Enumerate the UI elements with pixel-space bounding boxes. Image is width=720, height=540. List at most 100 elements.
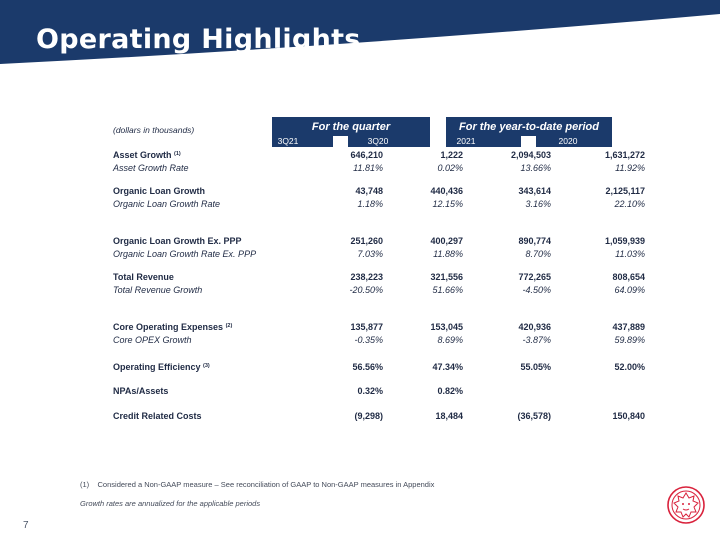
row-label-text: Total Revenue Growth [113,285,203,295]
table-row: Organic Loan Growth Ex. PPP 251,260 400,29… [113,236,645,249]
table-row: NPAs/Assets 0.32% 0.82% [113,386,613,399]
table-cell: 52.00% [614,362,645,372]
units-note: (dollars in thousands) [113,125,195,135]
row-label: Operating Efficiency (3) [113,362,210,372]
table-cell: 1,059,939 [604,236,645,246]
table-cell: 150,840 [612,411,645,421]
table-cell: 11.88% [433,249,463,259]
table-cell: 59.89% [614,335,645,345]
table-cell: 0.32% [357,386,383,396]
table-cell: 7.03% [357,249,383,259]
row-label: Total Revenue Growth [113,285,202,295]
table-cell: 646,210 [350,150,383,160]
table-cell: -3.87% [522,335,551,345]
table-cell: 3.16% [525,199,551,209]
footnote-marker: (1) [80,480,90,489]
table-cell: 11.92% [615,163,645,173]
table-cell: (9,298) [354,411,383,421]
row-label: Organic Loan Growth Rate Ex. PPP [113,249,256,259]
table-cell: 440,436 [430,186,463,196]
table-row: Organic Loan Growth Rate 1.18% 12.15% 3.16%… [113,199,645,212]
table-cell: 808,654 [612,272,645,282]
group-label-ytd: For the year-to-date period [459,121,599,133]
table-cell: 51.66% [432,285,463,295]
table-cell: 56.56% [352,362,383,372]
table-cell: 55.05% [520,362,551,372]
row-label: Credit Related Costs [113,411,202,421]
table-cell: 22.10% [614,199,645,209]
table-row: Organic Loan Growth Rate Ex. PPP 7.03% 11.… [113,249,645,262]
table-cell: 11.03% [615,249,645,259]
row-label: Organic Loan Growth Rate [113,199,220,209]
table-cell: 18,484 [435,411,463,421]
table-cell: 135,877 [350,322,383,332]
table-cell: 8.70% [525,249,551,259]
column-gap [333,136,348,147]
row-label-text: Credit Related Costs [113,411,202,421]
table-cell: 64.09% [614,285,645,295]
table-cell: 1.18% [357,199,383,209]
row-label-text: Asset Growth [113,150,172,160]
group-label-quarter: For the quarter [311,121,391,133]
row-label: Asset Growth (1) [113,150,181,160]
table-row: Operating Efficiency (3) 56.56% 47.34% 55.0… [113,362,645,375]
table-row: Asset Growth (1) 646,210 1,222 2,094,503 1,6… [113,150,645,163]
table-cell: 2,094,503 [510,150,551,160]
table-cell: 1,222 [440,150,463,160]
row-label: Asset Growth Rate [113,163,189,173]
row-label: Total Revenue [113,272,174,282]
column-gap [521,136,536,147]
table-cell: 238,223 [350,272,383,282]
row-label: NPAs/Assets [113,386,168,396]
table-cell: -4.50% [522,285,551,295]
footnote-ref: (3) [203,363,210,369]
table-cell: 0.02% [437,163,463,173]
table-cell: 12.15% [432,199,463,209]
lion-logo-icon [667,486,705,524]
table-cell: 437,889 [612,322,645,332]
col-header-2021: 2021 [456,136,476,146]
page-title: Operating Highlights [36,24,361,55]
table-cell: 420,936 [518,322,551,332]
row-label-text: Organic Loan Growth Rate Ex. PPP [113,249,257,259]
table-cell: 772,265 [518,272,551,282]
table-cell: 43,748 [355,186,383,196]
page-number: 7 [23,520,29,531]
table-cell: 251,260 [350,236,383,246]
row-label: Core OPEX Growth [113,335,192,345]
row-label-text: Organic Loan Growth Rate [113,199,221,209]
table-cell: 343,614 [518,186,551,196]
table-cell: 13.66% [520,163,551,173]
row-label-text: Core Operating Expenses [113,322,224,332]
table-row: Organic Loan Growth 43,748 440,436 343,614 2… [113,186,645,199]
table-cell: 0.82% [437,386,463,396]
col-header-2020: 2020 [558,136,578,146]
table-row: Total Revenue Growth -20.50% 51.66% -4.50% 6… [113,285,645,298]
row-label-text: NPAs/Assets [113,386,169,396]
col-header-3q20: 3Q20 [367,136,389,146]
table-row: Credit Related Costs (9,298) 18,484 (36,578… [113,411,645,424]
table-cell: 11.81% [353,163,383,173]
row-label: Core Operating Expenses (2) [113,322,232,332]
table-cell: 47.34% [432,362,463,372]
table-cell: 400,297 [430,236,463,246]
table-cell: -0.35% [354,335,383,345]
row-label-text: Asset Growth Rate [113,163,189,173]
footnote-ref: (1) [174,151,181,157]
table-cell: 8.69% [437,335,463,345]
table-cell: 890,774 [518,236,551,246]
row-label-text: Organic Loan Growth Ex. PPP [113,236,242,246]
table-row: Core OPEX Growth -0.35% 8.69% -3.87% 59.89% [113,335,645,348]
table-cell: 321,556 [430,272,463,282]
row-label: Organic Loan Growth [113,186,205,196]
table-row: Asset Growth Rate 11.81% 0.02% 13.66% 11.92% [113,163,645,176]
row-label-text: Operating Efficiency [113,362,201,372]
footnote-2: Growth rates are annualized for the appl… [80,499,261,508]
row-label: Organic Loan Growth Ex. PPP [113,236,242,246]
table-cell: -20.50% [349,285,383,295]
footnote-text: Considered a Non-GAAP measure – See reco… [97,480,435,489]
col-header-3q21: 3Q21 [277,136,299,146]
table-cell: 2,125,117 [605,186,645,196]
table-row: Core Operating Expenses (2) 135,877 153,04… [113,322,645,335]
footnote-1: (1) Considered a Non-GAAP measure – See … [80,480,434,489]
